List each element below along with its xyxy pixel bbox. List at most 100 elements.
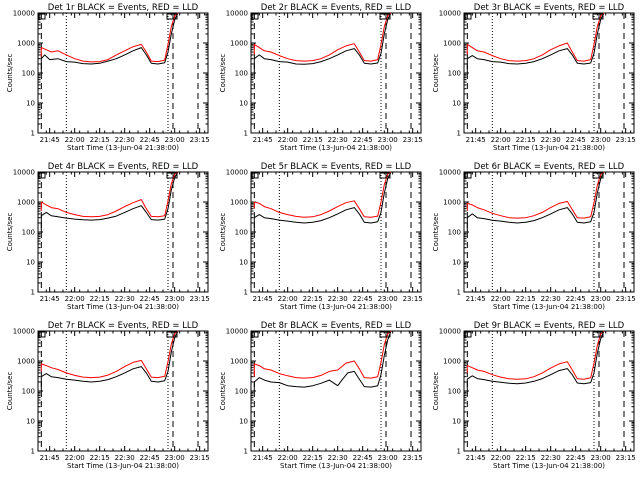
x-tick-label: 23:15: [403, 136, 423, 144]
x-tick-label: 22:00: [491, 136, 511, 144]
panel-title: Det 9r BLACK = Events, RED = LLD: [474, 321, 625, 331]
x-tick-label: 21:45: [40, 136, 60, 144]
y-axis-label: Counts/sec: [6, 372, 14, 411]
y-tick-label: 1: [244, 130, 248, 138]
x-axis-label: Start Time (13-Jun-04 21:38:00): [493, 144, 605, 152]
series-lld-line: [466, 171, 605, 219]
x-tick-label: 23:00: [378, 454, 398, 462]
time-window-box-flare: [379, 331, 391, 338]
x-tick-label: 22:45: [353, 295, 373, 303]
time-window-box-flare: [379, 13, 391, 20]
x-tick-label: 22:00: [65, 136, 85, 144]
y-tick-label: 10: [26, 418, 35, 426]
y-tick-label: 10000: [226, 10, 248, 18]
chart-panel-3: Det 3r BLACK = Events, RED = LLD 1 10 100 10…: [432, 3, 636, 152]
x-tick-label: 23:00: [591, 295, 611, 303]
y-tick-label: 1: [457, 289, 461, 297]
x-tick-label: 22:00: [278, 136, 298, 144]
x-tick-label: 22:30: [541, 295, 561, 303]
x-tick-label: 23:00: [378, 136, 398, 144]
x-tick-label: 22:30: [115, 295, 135, 303]
y-axis-label: Counts/sec: [432, 372, 440, 411]
series-events-line: [466, 330, 605, 391]
y-tick-label: 1000: [17, 199, 35, 207]
x-tick-label: 22:30: [328, 295, 348, 303]
panel-title: Det 6r BLACK = Events, RED = LLD: [474, 162, 625, 172]
x-tick-label: 22:30: [328, 136, 348, 144]
y-tick-label: 1: [31, 130, 35, 138]
x-tick-label: 22:30: [115, 454, 135, 462]
x-tick-label: 22:30: [541, 136, 561, 144]
x-axis-label: Start Time (13-Jun-04 21:38:00): [67, 462, 179, 470]
y-tick-label: 10: [239, 100, 248, 108]
time-window-box-flare: [166, 172, 178, 179]
x-tick-label: 22:45: [566, 295, 586, 303]
y-tick-label: 10: [26, 259, 35, 267]
x-axis-label: Start Time (13-Jun-04 21:38:00): [280, 462, 392, 470]
y-axis-label: Counts/sec: [219, 213, 227, 252]
time-window-box-flare: [592, 13, 604, 20]
chart-panel-1: Det 1r BLACK = Events, RED = LLD 1 10 100 10…: [6, 3, 210, 152]
panel-title: Det 8r BLACK = Events, RED = LLD: [261, 321, 412, 331]
y-tick-label: 10: [239, 259, 248, 267]
x-tick-label: 22:15: [90, 295, 110, 303]
y-tick-label: 1000: [230, 40, 248, 48]
y-tick-label: 10: [239, 418, 248, 426]
time-window-box-start: [251, 172, 259, 179]
time-window-box-start: [38, 13, 46, 20]
x-tick-label: 22:00: [65, 454, 85, 462]
series-lld-line: [40, 171, 179, 218]
y-tick-label: 100: [235, 70, 248, 78]
y-tick-label: 10000: [13, 169, 35, 177]
x-tick-label: 22:15: [516, 295, 536, 303]
series-lld-line: [253, 12, 392, 62]
y-tick-label: 100: [235, 229, 248, 237]
x-tick-label: 21:45: [40, 454, 60, 462]
series-lld-line: [40, 12, 179, 63]
x-tick-label: 22:15: [90, 454, 110, 462]
y-tick-label: 100: [448, 229, 461, 237]
series-lld-line: [466, 12, 605, 62]
y-tick-label: 1000: [230, 199, 248, 207]
x-axis-label: Start Time (13-Jun-04 21:38:00): [493, 462, 605, 470]
y-tick-label: 10: [452, 259, 461, 267]
chart-panel-5: Det 5r BLACK = Events, RED = LLD 1 10 100 10…: [219, 162, 423, 311]
y-axis-label: Counts/sec: [432, 213, 440, 252]
x-tick-label: 22:45: [140, 454, 160, 462]
plot-frame: [463, 171, 635, 293]
y-tick-label: 1000: [230, 358, 248, 366]
x-axis-label: Start Time (13-Jun-04 21:38:00): [280, 144, 392, 152]
x-tick-label: 23:15: [616, 454, 636, 462]
y-tick-label: 100: [22, 229, 35, 237]
series-lld-line: [466, 330, 605, 380]
x-tick-label: 23:00: [591, 454, 611, 462]
chart-panel-9: Det 9r BLACK = Events, RED = LLD 1 10 100 10…: [432, 321, 636, 470]
chart-panel-4: Det 4r BLACK = Events, RED = LLD 1 10 100 10…: [6, 162, 210, 311]
panel-title: Det 1r BLACK = Events, RED = LLD: [48, 3, 199, 13]
x-tick-label: 23:00: [165, 454, 185, 462]
y-tick-label: 10: [452, 100, 461, 108]
chart-panel-6: Det 6r BLACK = Events, RED = LLD 1 10 100 10…: [432, 162, 636, 311]
series-events-line: [466, 12, 605, 73]
x-tick-label: 22:45: [566, 136, 586, 144]
series-events-line: [466, 171, 605, 232]
y-tick-label: 10000: [439, 328, 461, 336]
x-axis-label: Start Time (13-Jun-04 21:38:00): [280, 303, 392, 311]
x-tick-label: 23:00: [165, 136, 185, 144]
panel-title: Det 2r BLACK = Events, RED = LLD: [261, 3, 412, 13]
plot-frame: [250, 12, 422, 134]
time-window-box-start: [464, 172, 472, 179]
plot-frame: [37, 12, 209, 134]
time-window-box-flare: [166, 331, 178, 338]
series-events-line: [253, 330, 392, 391]
x-tick-label: 22:15: [303, 136, 323, 144]
y-tick-label: 1: [31, 448, 35, 456]
plot-frame: [463, 330, 635, 452]
y-tick-label: 1000: [17, 40, 35, 48]
chart-panel-2: Det 2r BLACK = Events, RED = LLD 1 10 100 10…: [219, 3, 423, 152]
y-tick-label: 10000: [226, 169, 248, 177]
plot-frame: [37, 330, 209, 452]
chart-panel-8: Det 8r BLACK = Events, RED = LLD 1 10 100 10…: [219, 321, 423, 470]
time-window-box-start: [38, 331, 46, 338]
x-tick-label: 22:00: [491, 295, 511, 303]
